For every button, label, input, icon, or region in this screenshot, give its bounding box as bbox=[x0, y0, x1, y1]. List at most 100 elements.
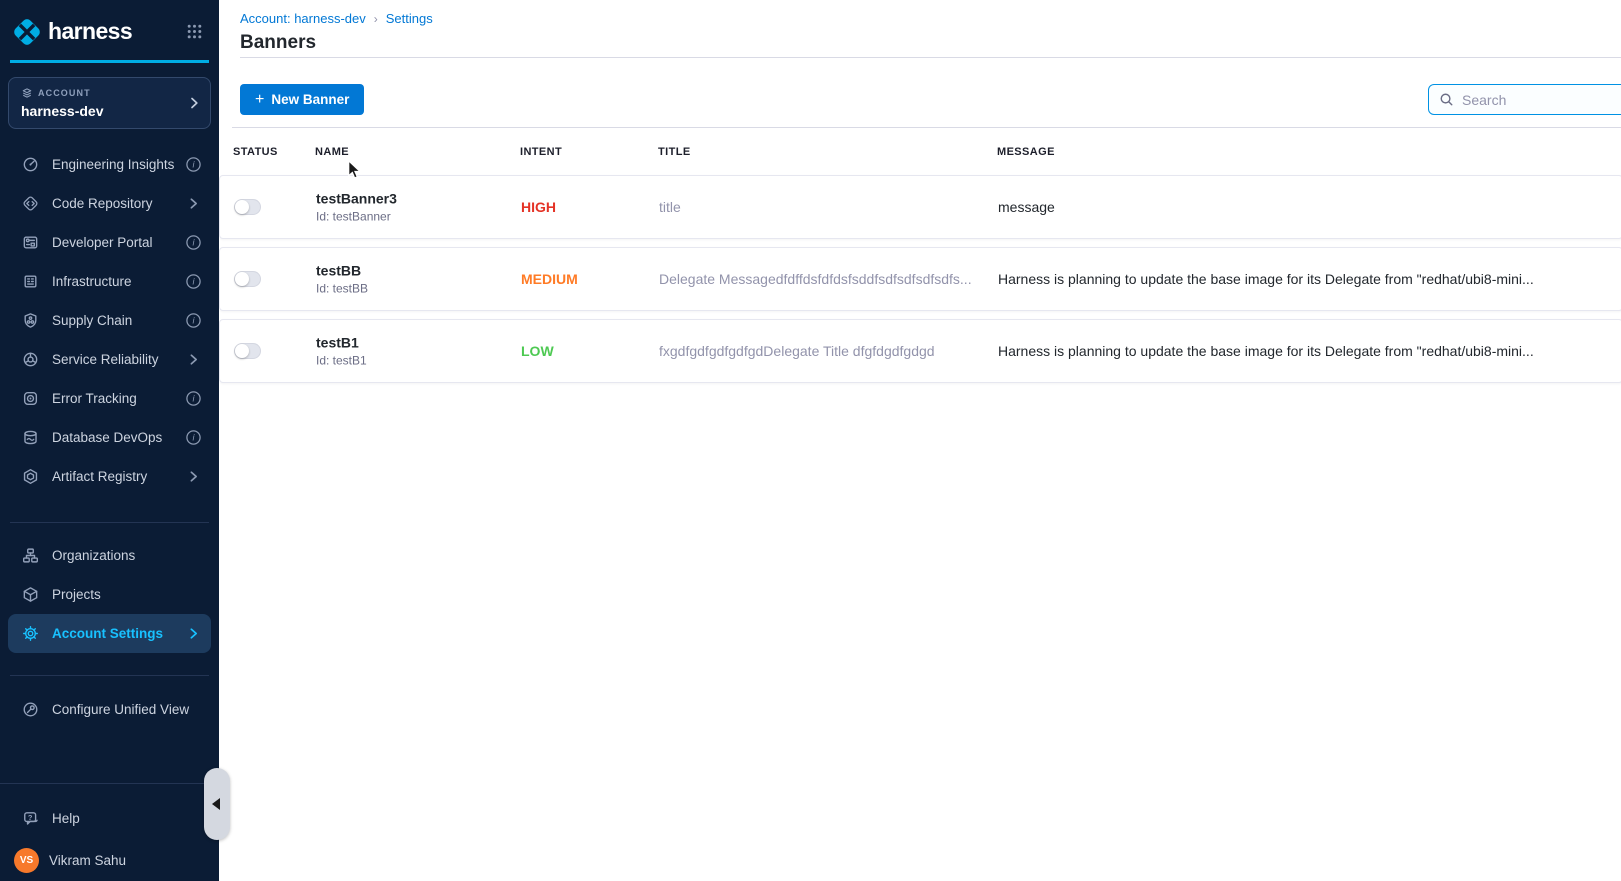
sidebar-item-label: Supply Chain bbox=[52, 313, 133, 328]
service-reliability-icon bbox=[22, 351, 40, 368]
configure-unified-view-icon bbox=[22, 701, 40, 718]
banner-id: Id: testBB bbox=[316, 281, 369, 296]
svg-text:i: i bbox=[192, 160, 195, 170]
supply-chain-icon bbox=[22, 312, 40, 329]
sidebar-footer: ? Help VS Vikram Sahu bbox=[0, 783, 219, 881]
toolbar-divider bbox=[232, 127, 1621, 128]
sidebar-item-artifact-registry[interactable]: Artifact Registry bbox=[0, 457, 219, 496]
banner-enabled-toggle[interactable] bbox=[234, 199, 261, 215]
sidebar-nav-primary: Engineering Insights i Code Repository Deve… bbox=[0, 145, 219, 496]
banner-name: testB1 bbox=[316, 334, 359, 351]
banner-message: Harness is planning to update the base i… bbox=[998, 271, 1534, 287]
banner-message: Harness is planning to update the base i… bbox=[998, 343, 1534, 359]
code-repository-icon bbox=[22, 195, 40, 212]
table-row[interactable]: testBB Id: testBB MEDIUM Delegate Messag… bbox=[219, 247, 1621, 311]
svg-text:i: i bbox=[192, 433, 195, 443]
sidebar-nav-tertiary: Configure Unified View bbox=[0, 690, 219, 729]
sidebar-item-account-settings[interactable]: Account Settings bbox=[8, 614, 211, 653]
header-divider bbox=[240, 57, 1621, 58]
sidebar-item-label: Service Reliability bbox=[52, 352, 159, 367]
sidebar-item-label: Artifact Registry bbox=[52, 469, 148, 484]
collapse-left-arrow-icon bbox=[212, 798, 220, 810]
sidebar-item-label: Configure Unified View bbox=[52, 702, 190, 717]
banner-intent: LOW bbox=[521, 343, 554, 359]
search-input[interactable] bbox=[1462, 91, 1617, 108]
sidebar-item-error-tracking[interactable]: Error Tracking i bbox=[0, 379, 219, 418]
banner-message: message bbox=[998, 199, 1055, 215]
sidebar-accent-bar bbox=[10, 60, 209, 63]
search-icon bbox=[1439, 92, 1454, 107]
sidebar-item-developer-portal[interactable]: Developer Portal i bbox=[0, 223, 219, 262]
sidebar-item-help[interactable]: ? Help bbox=[0, 798, 219, 838]
breadcrumb-account-link[interactable]: Account: harness-dev bbox=[240, 11, 366, 26]
info-icon[interactable]: i bbox=[185, 273, 202, 290]
svg-text:i: i bbox=[192, 394, 195, 404]
sidebar-item-database-devops[interactable]: Database DevOps i bbox=[0, 418, 219, 457]
new-banner-label: New Banner bbox=[271, 92, 350, 107]
sidebar-item-supply-chain[interactable]: Supply Chain i bbox=[0, 301, 219, 340]
info-icon[interactable]: i bbox=[185, 156, 202, 173]
help-label: Help bbox=[52, 810, 80, 826]
sidebar-item-label: Projects bbox=[52, 587, 101, 602]
sidebar-item-infrastructure[interactable]: Infrastructure i bbox=[0, 262, 219, 301]
user-profile[interactable]: VS Vikram Sahu bbox=[0, 838, 219, 881]
column-header-title: TITLE bbox=[658, 146, 691, 158]
brand-name: harness bbox=[48, 18, 133, 44]
info-icon[interactable]: i bbox=[185, 429, 202, 446]
sidebar-item-label: Account Settings bbox=[52, 626, 164, 641]
sidebar-divider bbox=[10, 522, 209, 523]
new-banner-button[interactable]: + New Banner bbox=[240, 84, 365, 115]
chevron-right-icon bbox=[185, 625, 202, 642]
info-icon[interactable]: i bbox=[185, 390, 202, 407]
app-launcher-grid-icon[interactable] bbox=[186, 23, 203, 40]
sidebar-item-label: Infrastructure bbox=[52, 274, 132, 289]
banner-enabled-toggle[interactable] bbox=[234, 271, 261, 287]
sidebar-item-configure-unified-view[interactable]: Configure Unified View bbox=[0, 690, 219, 729]
svg-text:?: ? bbox=[28, 812, 33, 821]
sidebar-item-engineering-insights[interactable]: Engineering Insights i bbox=[0, 145, 219, 184]
toggle-knob bbox=[235, 200, 249, 214]
page-title: Banners bbox=[240, 32, 317, 53]
column-header-status: STATUS bbox=[233, 146, 278, 158]
chevron-right-icon bbox=[185, 195, 202, 212]
sidebar-item-projects[interactable]: Projects bbox=[0, 575, 219, 614]
banner-enabled-toggle[interactable] bbox=[234, 343, 261, 359]
banner-name: testBB bbox=[316, 262, 362, 279]
column-header-name: NAME bbox=[315, 146, 349, 158]
sidebar-nav-secondary: Organizations Projects Account Settings bbox=[0, 536, 219, 653]
developer-portal-icon bbox=[22, 234, 40, 251]
sidebar-divider bbox=[0, 783, 219, 784]
info-icon[interactable]: i bbox=[185, 234, 202, 251]
toggle-knob bbox=[235, 272, 249, 286]
svg-text:i: i bbox=[192, 277, 195, 287]
breadcrumb-settings-link[interactable]: Settings bbox=[385, 11, 433, 26]
info-icon[interactable]: i bbox=[185, 312, 202, 329]
account-settings-icon bbox=[22, 625, 40, 642]
database-devops-icon bbox=[22, 429, 40, 446]
plus-icon: + bbox=[255, 90, 265, 108]
organizations-icon bbox=[22, 547, 40, 564]
banner-id: Id: testB1 bbox=[316, 353, 367, 368]
account-scope-selector[interactable]: ACCOUNT harness-dev bbox=[8, 77, 211, 129]
user-name: Vikram Sahu bbox=[49, 853, 127, 868]
chevron-right-icon bbox=[185, 351, 202, 368]
sidebar-item-organizations[interactable]: Organizations bbox=[0, 536, 219, 575]
svg-text:i: i bbox=[192, 238, 195, 248]
table-row[interactable]: testB1 Id: testB1 LOW fxgdfgdfgdfgdfgdDe… bbox=[219, 319, 1621, 383]
banner-id: Id: testBanner bbox=[316, 209, 391, 224]
table-body: testBanner3 Id: testBanner HIGH title me… bbox=[219, 175, 1621, 391]
banner-name: testBanner3 bbox=[316, 190, 397, 207]
sidebar-collapse-handle[interactable] bbox=[204, 768, 230, 840]
column-header-message: MESSAGE bbox=[997, 146, 1055, 158]
artifact-registry-icon bbox=[22, 468, 40, 485]
banner-title: Delegate Messagedfdffdsfdfdsfsddfsdfsdfs… bbox=[659, 271, 972, 287]
sidebar-divider bbox=[10, 675, 209, 676]
sidebar-item-code-repository[interactable]: Code Repository bbox=[0, 184, 219, 223]
sidebar-header: harness bbox=[0, 0, 219, 63]
banner-title: fxgdfgdfgdfgdfgdDelegate Title dfgfdgdfg… bbox=[659, 343, 935, 359]
error-tracking-icon bbox=[22, 390, 40, 407]
banner-title: title bbox=[659, 199, 681, 215]
sidebar-item-service-reliability[interactable]: Service Reliability bbox=[0, 340, 219, 379]
table-row[interactable]: testBanner3 Id: testBanner HIGH title me… bbox=[219, 175, 1621, 239]
svg-text:i: i bbox=[192, 316, 195, 326]
